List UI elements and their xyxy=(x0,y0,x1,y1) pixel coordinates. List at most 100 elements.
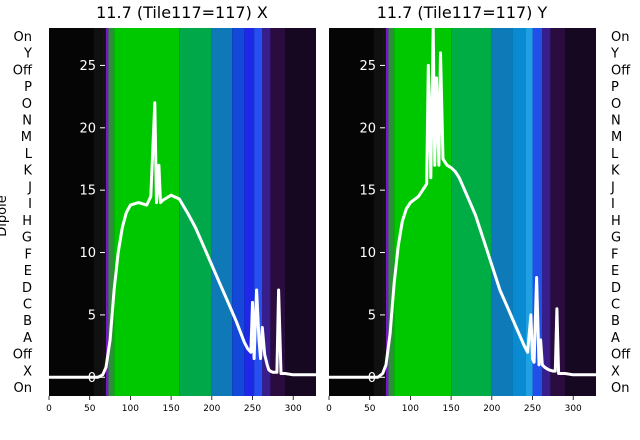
overlay-ytick-label: 15 xyxy=(359,184,376,199)
xtick-label: 150 xyxy=(163,404,180,414)
xtick-label: 300 xyxy=(285,404,302,414)
heatmap-area xyxy=(329,28,596,396)
overlay-ytick-label: 10 xyxy=(359,246,376,261)
category-label: On xyxy=(611,30,629,45)
y-axis-label: Dipole xyxy=(0,195,10,236)
category-label: Off xyxy=(13,63,33,78)
category-label: X xyxy=(611,364,620,379)
heatmap-column xyxy=(262,28,271,396)
heatmap-column xyxy=(254,28,263,396)
category-label: D xyxy=(22,281,32,296)
category-label: X xyxy=(23,364,32,379)
category-label: D xyxy=(611,281,621,296)
category-label: Y xyxy=(23,47,32,62)
category-label: C xyxy=(611,298,620,313)
category-label: N xyxy=(22,114,32,129)
heatmap-column xyxy=(102,28,106,396)
heatmap-column xyxy=(108,28,115,396)
heatmap-column xyxy=(382,28,386,396)
heatmap-column xyxy=(565,28,596,396)
xtick-label: 50 xyxy=(84,404,96,414)
xtick-label: 200 xyxy=(203,404,220,414)
xtick-label: 150 xyxy=(443,404,460,414)
category-label: Off xyxy=(13,348,33,363)
category-label: A xyxy=(23,331,32,346)
category-label: E xyxy=(24,264,32,279)
overlay-ytick-label: 20 xyxy=(79,121,96,136)
xtick-label: 0 xyxy=(46,404,52,414)
overlay-ytick-label: 0 xyxy=(368,371,376,386)
category-label: P xyxy=(24,80,32,95)
chart-title: 11.7 (Tile117=117) X xyxy=(96,3,268,22)
heatmap-column xyxy=(329,28,374,396)
heatmap-column xyxy=(525,28,533,396)
category-label: On xyxy=(14,381,32,396)
chart-title: 11.7 (Tile117=117) Y xyxy=(377,3,548,22)
heatmap-column xyxy=(550,28,566,396)
xtick-label: 0 xyxy=(326,404,332,414)
category-label: H xyxy=(22,214,32,229)
heatmap-column xyxy=(451,28,492,396)
heatmap-column xyxy=(388,28,395,396)
heatmap-column xyxy=(49,28,94,396)
category-label: M xyxy=(611,130,622,145)
category-label: B xyxy=(611,314,620,329)
heatmap-column xyxy=(373,28,383,396)
category-label: Y xyxy=(610,47,619,62)
heatmap-column xyxy=(211,28,233,396)
category-label: F xyxy=(25,247,32,262)
category-label: N xyxy=(611,114,621,129)
xtick-label: 300 xyxy=(565,404,582,414)
category-label: G xyxy=(22,231,32,246)
heatmap-column xyxy=(179,28,212,396)
category-label: A xyxy=(611,331,620,346)
category-label: B xyxy=(23,314,32,329)
overlay-ytick-label: 20 xyxy=(359,121,376,136)
xtick-label: 250 xyxy=(524,404,541,414)
overlay-line xyxy=(329,28,596,379)
overlay-ytick-label: 25 xyxy=(359,59,376,74)
xtick-label: 200 xyxy=(483,404,500,414)
category-label: K xyxy=(23,164,32,179)
category-label: Off xyxy=(611,348,631,363)
heatmap-column xyxy=(385,28,389,396)
category-label: C xyxy=(23,298,32,313)
heatmap-column xyxy=(232,28,245,396)
category-label: O xyxy=(22,97,32,112)
heatmap-column xyxy=(532,28,543,396)
category-label: P xyxy=(611,80,619,95)
category-label: O xyxy=(611,97,621,112)
category-label: L xyxy=(25,147,33,162)
category-label: I xyxy=(28,197,32,212)
category-label: On xyxy=(14,30,32,45)
overlay-ytick-label: 25 xyxy=(79,59,96,74)
heatmap-column xyxy=(105,28,109,396)
heatmap-area xyxy=(49,28,316,396)
category-label: H xyxy=(611,214,621,229)
overlay-line xyxy=(49,101,316,379)
xtick-label: 100 xyxy=(122,404,139,414)
xtick-label: 100 xyxy=(402,404,419,414)
overlay-ytick-label: 5 xyxy=(368,308,376,323)
overlay-ytick-label: 10 xyxy=(79,246,96,261)
category-label: F xyxy=(611,247,618,262)
heatmap-column xyxy=(491,28,513,396)
category-label: I xyxy=(611,197,615,212)
heatmap-column xyxy=(285,28,316,396)
heatmap-column xyxy=(542,28,551,396)
category-label: M xyxy=(21,130,32,145)
heatmap-column xyxy=(244,28,255,396)
category-label: G xyxy=(611,231,621,246)
category-label: J xyxy=(610,180,615,195)
category-label: Off xyxy=(611,63,631,78)
overlay-ytick-label: 5 xyxy=(88,308,96,323)
category-label: E xyxy=(611,264,619,279)
overlay-ytick-label: 15 xyxy=(79,184,96,199)
category-label: K xyxy=(611,164,620,179)
heatmap-column xyxy=(93,28,103,396)
heatmap-column xyxy=(270,28,286,396)
overlay-ytick-label: 0 xyxy=(88,371,96,386)
